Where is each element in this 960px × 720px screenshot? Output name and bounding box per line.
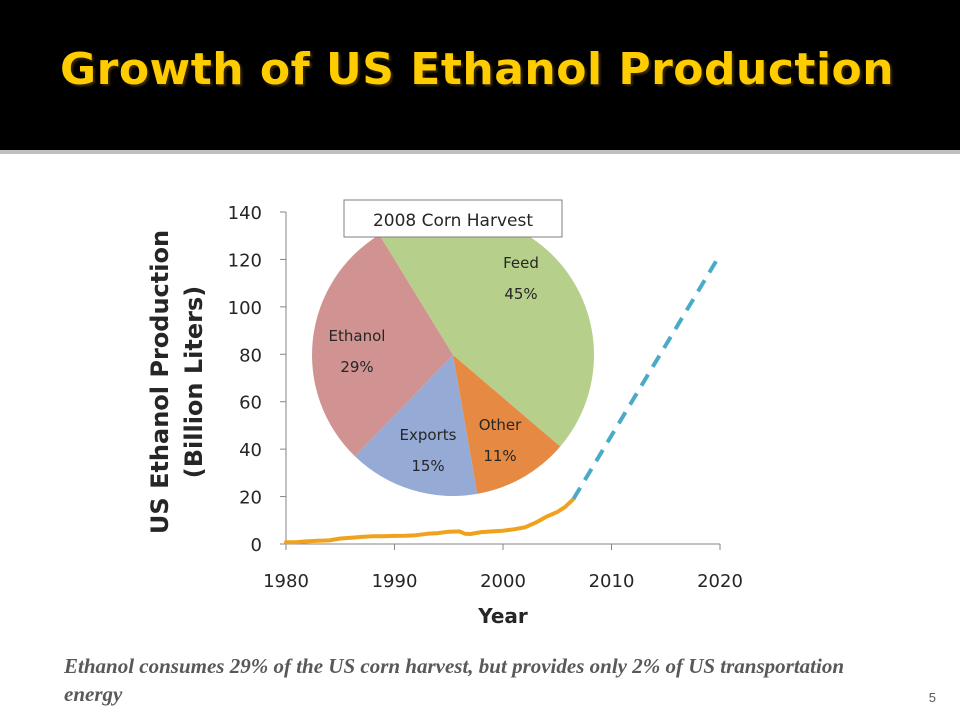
slide-title: Growth of US Ethanol Production (60, 44, 895, 95)
title-bar: Growth of US Ethanol Production (0, 0, 960, 154)
pie-slice-ethanol (311, 234, 453, 457)
chart-axes: 0 20 40 60 80 100 120 140 1980 1990 2000 2010 2020 (228, 203, 743, 592)
y-tick-label: 100 (228, 298, 262, 319)
pie-slice-label: Exports (400, 426, 457, 444)
y-tick-label: 60 (239, 393, 262, 414)
x-tick-label: 2020 (697, 571, 743, 592)
pie-slice-label: Ethanol (329, 327, 386, 345)
pie-slice-feed (379, 213, 594, 447)
y-tick-label: 140 (228, 203, 262, 224)
y-tick-label: 40 (239, 440, 262, 461)
y-axis-title-line: US Ethanol Production (146, 230, 174, 534)
pie-title: 2008 Corn Harvest (373, 211, 533, 231)
x-tick-label: 1980 (263, 571, 309, 592)
x-axis-title: Year (477, 604, 528, 628)
pie-slice-value: 45% (504, 285, 537, 303)
pie-slice-label: Feed (503, 254, 539, 272)
slide-caption: Ethanol consumes 29% of the US corn harv… (64, 654, 845, 706)
pie-slice-exports (354, 355, 478, 496)
pie-slice-value: 11% (483, 447, 516, 465)
y-axis-title: US Ethanol Production (Billion Liters) (146, 230, 208, 534)
pie-slice-label: Other (479, 416, 522, 434)
projection-line (571, 253, 722, 500)
chart-labels: Year US Ethanol Production (Billion Liter… (146, 230, 528, 628)
pie-title-box: 2008 Corn Harvest (343, 199, 563, 238)
pie-chart: Feed 45% Other 11% Exports 15% Ethanol 29% (311, 213, 594, 496)
x-tick-label: 1990 (372, 571, 418, 592)
pie-slice-other (453, 355, 561, 494)
y-tick-label: 80 (239, 345, 262, 366)
y-tick-label: 0 (251, 535, 262, 556)
production-line (284, 496, 576, 545)
pie-slice-value: 15% (411, 457, 444, 475)
pie-title-frame (343, 199, 563, 238)
y-tick-label: 20 (239, 488, 262, 509)
x-tick-label: 2000 (480, 571, 526, 592)
y-tick-label: 120 (228, 250, 262, 271)
x-tick-label: 2010 (589, 571, 635, 592)
y-axis-title-line: (Billion Liters) (180, 286, 208, 478)
chart-lines (284, 253, 722, 545)
page-number: 5 (928, 690, 936, 705)
pie-slice-value: 29% (340, 358, 373, 376)
